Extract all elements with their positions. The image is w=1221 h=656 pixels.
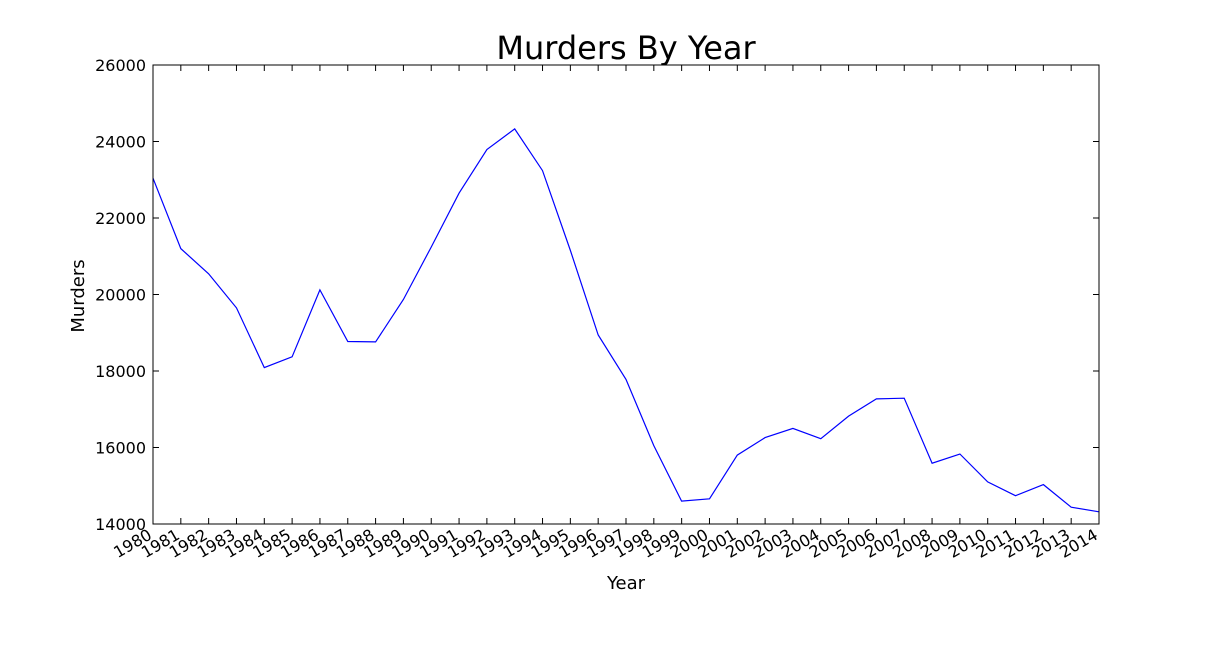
chart-title: Murders By Year	[496, 29, 756, 67]
y-axis-ticks: 14000 16000 18000 20000 22000 24000 26000	[95, 56, 1099, 534]
y-tick-label: 26000	[95, 56, 146, 75]
y-tick-label: 20000	[95, 286, 146, 305]
x-axis-ticks: 1980198119821983198419851986198719881989…	[110, 65, 1101, 562]
plot-area	[152, 64, 1100, 525]
y-tick-label: 18000	[95, 362, 146, 381]
y-tick-label: 22000	[95, 209, 146, 228]
y-tick-label: 24000	[95, 133, 146, 152]
y-tick-label: 14000	[95, 515, 146, 534]
series-line-0	[152, 128, 1100, 513]
x-axis-label: Year	[606, 573, 646, 594]
y-axis-label: Murders	[68, 259, 89, 332]
y-tick-label: 16000	[95, 439, 146, 458]
